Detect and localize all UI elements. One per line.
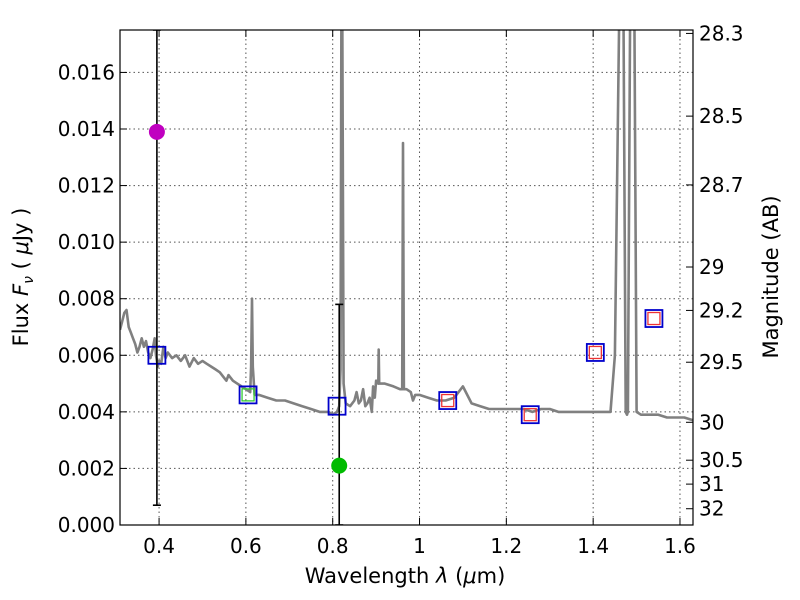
y-tick-label: 0.008 (58, 287, 115, 311)
model-inner-marker (647, 311, 661, 326)
x-tick-label: 1.4 (577, 534, 609, 558)
x-tick-label: 1.6 (664, 534, 696, 558)
x-tick-label: 0.6 (230, 534, 262, 558)
model-photometry-box (238, 385, 258, 405)
y2-tick-label: 28.7 (699, 173, 744, 197)
model-photometry-box (585, 343, 605, 362)
y-tick-label: 0.004 (58, 400, 115, 424)
y2-tick-label: 29.2 (699, 298, 744, 322)
model-inner-marker (523, 408, 537, 422)
grid-lines (120, 30, 693, 526)
y-tick-label: 0.010 (58, 230, 115, 254)
observed-point (148, 123, 165, 140)
y-tick-label: 0.016 (58, 60, 115, 84)
observed-point (331, 457, 348, 474)
y2-tick-label: 31 (699, 472, 724, 496)
y2-tick-label: 30 (699, 410, 724, 434)
model-photometry-box (520, 405, 540, 425)
model-inner-marker (441, 393, 455, 408)
model-photometry-box (644, 309, 664, 328)
y2-tick-label: 30.5 (699, 448, 744, 472)
model-spectrum-line (120, 30, 693, 422)
y-tick-label: 0.012 (58, 174, 115, 198)
plot-frame (119, 29, 694, 526)
x-axis-label: Wavelength λ (μm) (305, 564, 506, 588)
x-tick-label: 1 (413, 534, 426, 558)
y-tick-label: 0.002 (58, 456, 115, 480)
y2-tick-label: 28.3 (699, 21, 744, 45)
tick-marks (120, 30, 693, 526)
x-tick-label: 1.2 (490, 534, 522, 558)
y2-axis-label: Magnitude (AB) (759, 195, 783, 358)
y2-tick-label: 28.5 (699, 104, 744, 128)
y-tick-label: 0.006 (58, 343, 115, 367)
y-tick-label: 0.000 (58, 513, 115, 537)
model-photometry-box (327, 396, 347, 416)
model-inner-marker (588, 345, 602, 360)
plot-area (120, 30, 693, 525)
tick-labels: 0.4 0.6 0.8 1 1.2 1.4 1.6 0.000 0.002 0.004 0.006 0… (58, 21, 744, 558)
x-tick-label: 0.8 (317, 534, 349, 558)
y-axis-label: Flux Fν ( μJy ) (9, 208, 37, 347)
y-tick-label: 0.014 (58, 117, 115, 141)
model-inner-marker (241, 388, 255, 402)
y2-tick-label: 29.5 (699, 350, 744, 374)
model-photometry-box (438, 391, 458, 410)
y2-tick-label: 29 (699, 255, 724, 279)
x-tick-label: 0.4 (143, 534, 175, 558)
y2-tick-label: 32 (699, 497, 724, 521)
